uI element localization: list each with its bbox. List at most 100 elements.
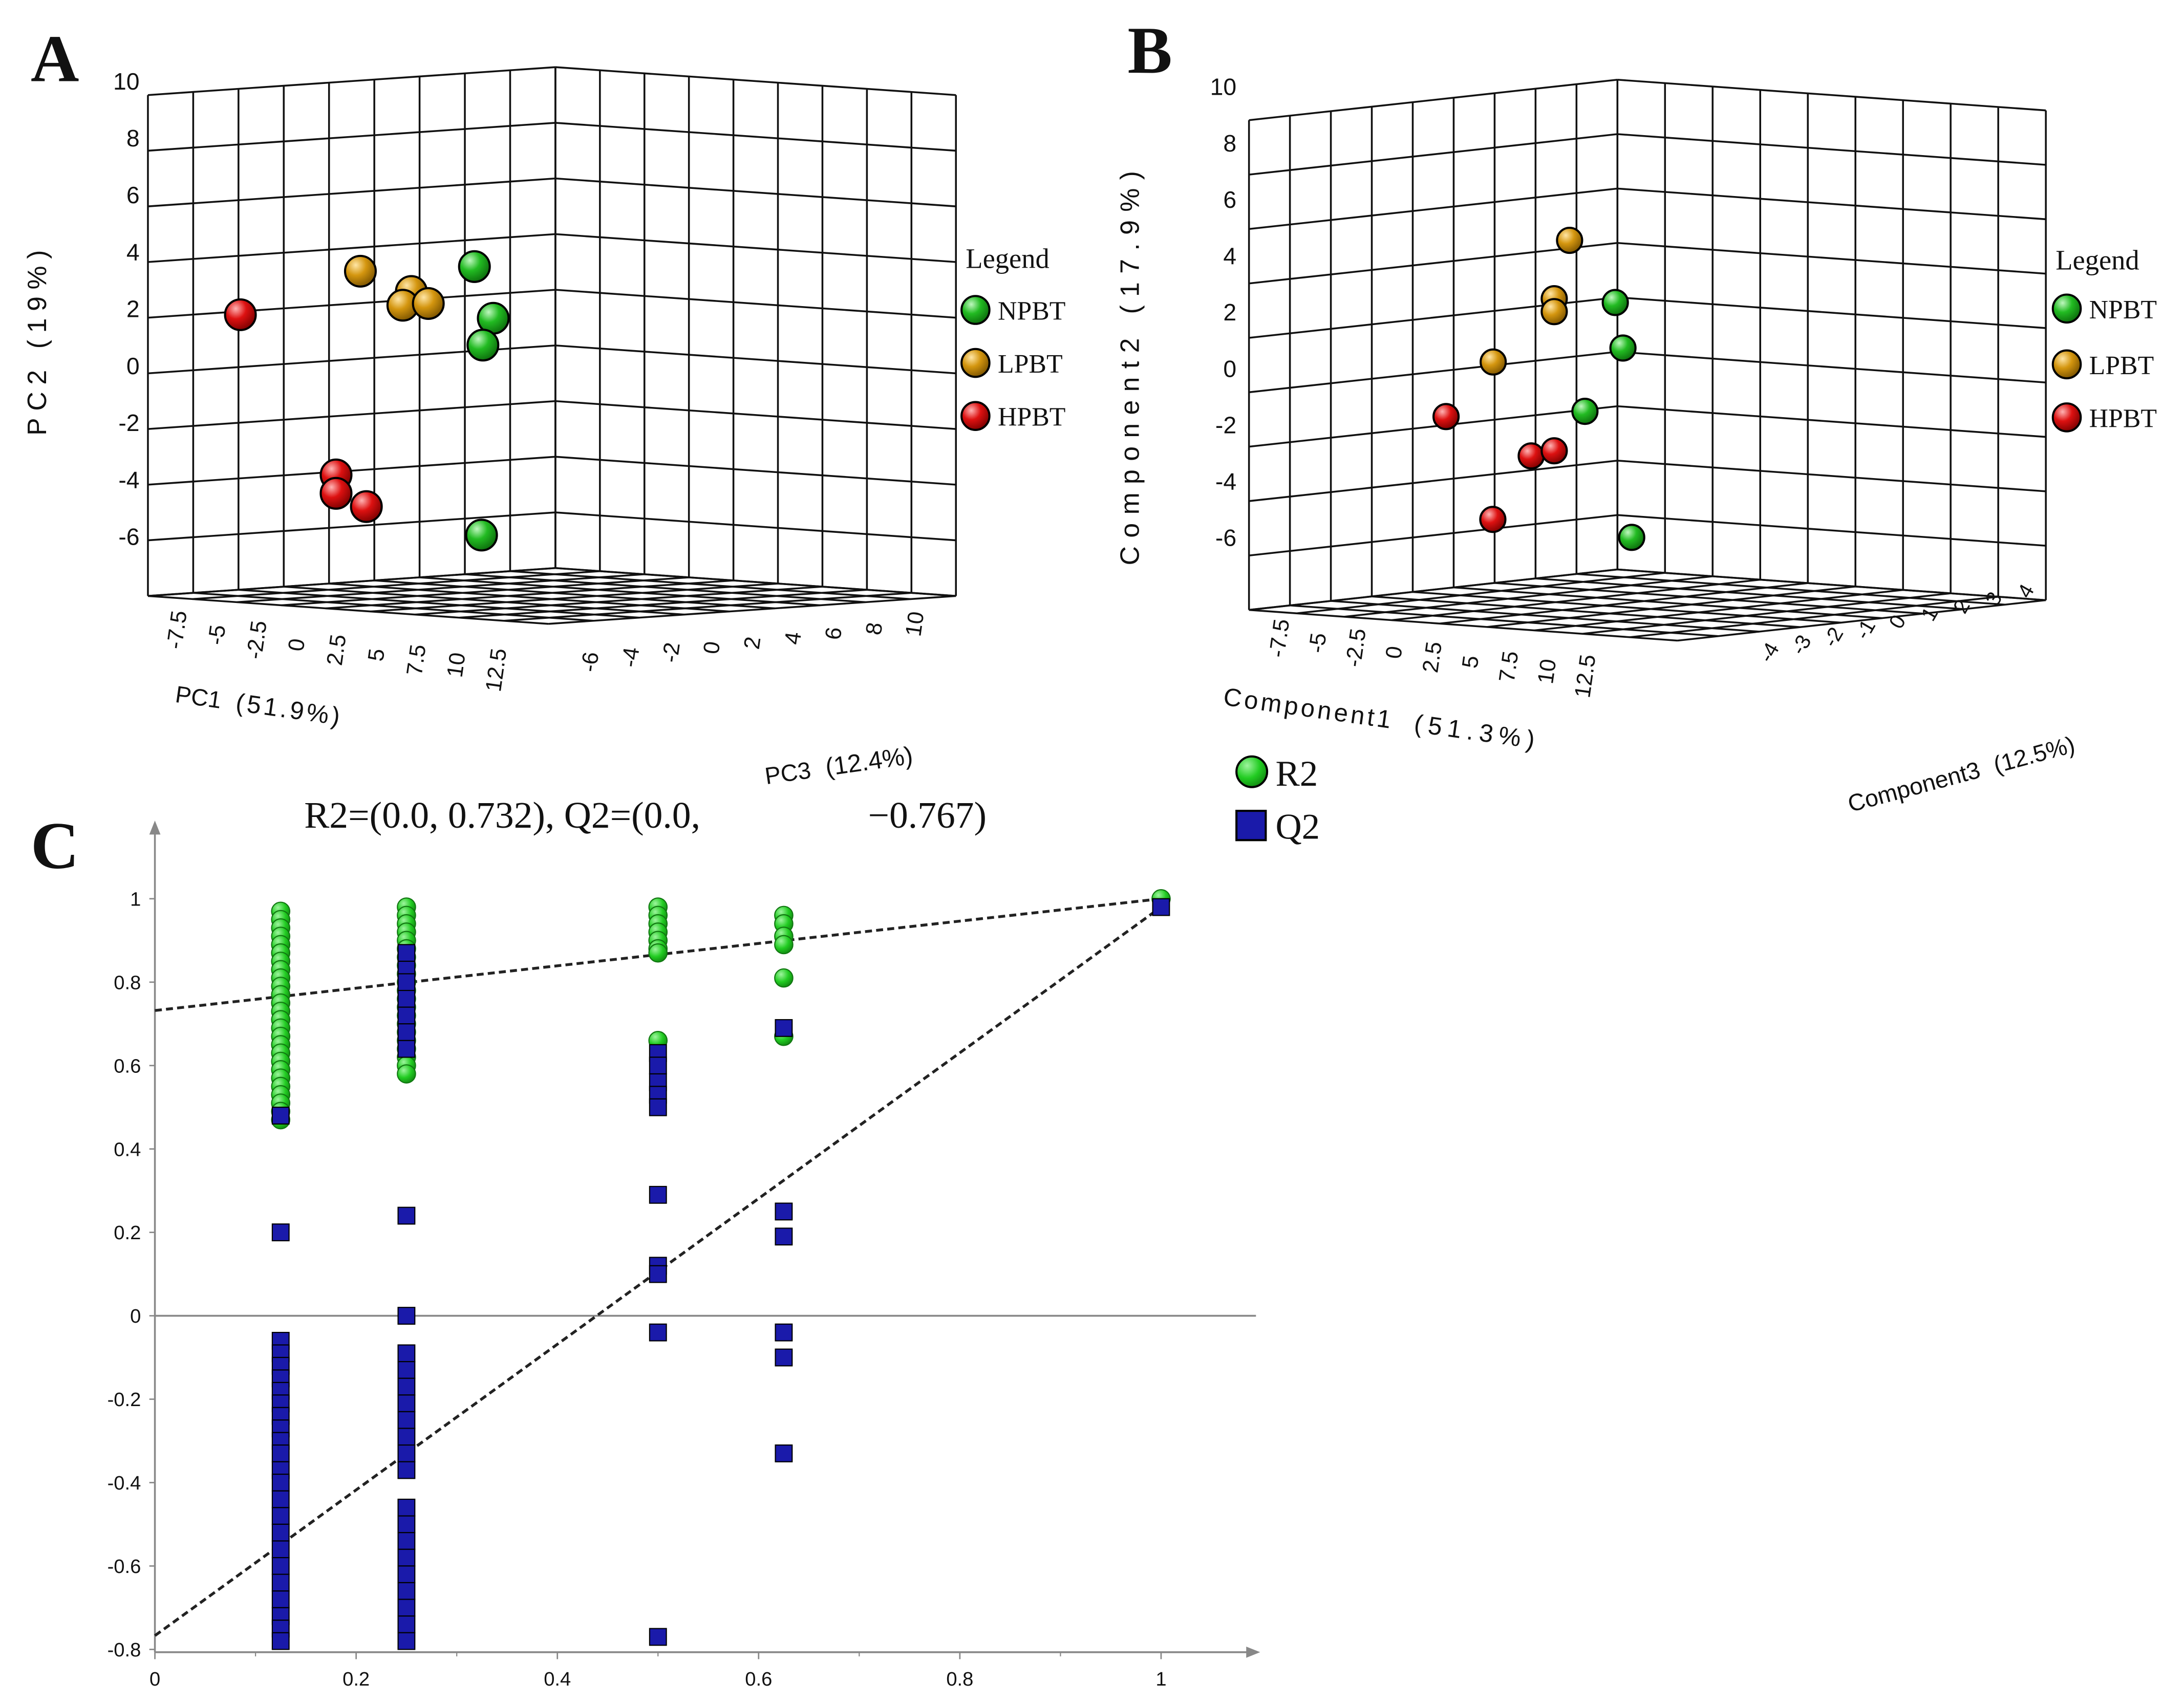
panel-b-x-label-main: Component1	[1222, 683, 1396, 734]
panel-a-z-label-pct: (12.4%)	[824, 742, 915, 781]
grid-line	[1617, 242, 2046, 275]
grid-line	[1617, 405, 2046, 438]
point-npbt	[1609, 334, 1637, 362]
q2-point	[397, 1377, 416, 1396]
q2-point	[271, 1632, 290, 1650]
r2-point	[397, 1064, 416, 1084]
grid-line	[147, 400, 556, 430]
q2-point	[397, 1361, 416, 1379]
grid-line	[147, 122, 556, 152]
x-tick-label: 2.5	[323, 633, 351, 667]
panel-a-legend-lpbt: LPBT	[998, 350, 1063, 379]
panel-b-legend-npbt-marker	[2051, 293, 2082, 324]
q2-point	[397, 1444, 416, 1462]
panel-b-legend-npbt: NPBT	[2089, 295, 2157, 325]
grid-line	[555, 511, 956, 542]
grid-line	[1630, 596, 1999, 638]
z-tick-label: -3	[1786, 631, 1816, 658]
point-npbt	[1618, 524, 1645, 551]
grid-line	[1249, 568, 1618, 611]
grid-line	[1391, 578, 1761, 621]
grid-line	[419, 576, 821, 607]
z-tick-label: 4	[780, 631, 806, 646]
x-tick-label: 0	[284, 637, 310, 653]
point-hpbt	[1517, 442, 1545, 470]
grid-line	[1249, 514, 1618, 557]
r2-point	[648, 943, 668, 963]
grid-line	[1453, 586, 1882, 619]
x-tick-label: 0.4	[544, 1668, 571, 1690]
y-tick-label: -4	[1215, 468, 1236, 495]
z-tick-label: -6	[576, 651, 604, 674]
q2-point	[397, 973, 416, 991]
panel-c: C R2=(0.0, 0.732), Q2=(0.0, −0.767) R2 Q…	[31, 754, 1320, 1690]
grid-line	[1249, 405, 1618, 448]
grid-line	[1249, 187, 1618, 230]
z-tick-label: 8	[862, 621, 888, 637]
y-tick-label: -0.2	[108, 1389, 141, 1411]
q2-point	[649, 1098, 667, 1116]
x-tick-label: 0	[1381, 644, 1407, 660]
q2-point	[397, 1515, 416, 1534]
panel-a-legend-npbt: NPBT	[998, 297, 1065, 326]
y-tick-label: -6	[118, 524, 139, 550]
grid-line	[555, 567, 956, 597]
q2-point	[397, 944, 416, 962]
point-lpbt	[1556, 226, 1583, 254]
z-tick-label: 2	[1949, 595, 1975, 617]
x-tick-label: -7.5	[162, 609, 192, 651]
grid-line	[1617, 78, 2046, 112]
panel-a-y-label: PC2 (19%)	[22, 243, 52, 436]
q2-point	[397, 1582, 416, 1600]
y-tick-label: 0.2	[114, 1222, 141, 1244]
panel-a-x-label-main: PC1	[174, 681, 223, 714]
panel-b-legend-lpbt-marker	[2051, 349, 2082, 380]
grid-line	[555, 456, 956, 486]
y-tick-label: 2	[126, 296, 140, 322]
q2-point	[397, 1344, 416, 1363]
grid-line	[1412, 591, 1842, 624]
panel-c-y-ticks: 1 0.8 0.6 0.4 0.2 0 -0.2 -0.4 -0.6 -0.8	[108, 888, 155, 1661]
panel-a-grid	[147, 66, 957, 625]
r2-point	[774, 935, 794, 955]
grid-line	[147, 595, 549, 625]
y-axis-arrow	[149, 821, 161, 835]
grid-line	[238, 589, 639, 619]
grid-line	[147, 177, 556, 207]
grid-line	[504, 592, 912, 622]
grid-line	[1617, 296, 2046, 329]
y-tick-label: -0.6	[108, 1556, 141, 1578]
grid-line	[1617, 460, 2046, 492]
point-hpbt	[224, 298, 257, 331]
point-lpbt	[1540, 298, 1568, 326]
panel-a-x-ticks: -7.5 -5 -2.5 0 2.5 5 7.5 10 12.5	[162, 609, 511, 693]
panel-b-legend: Legend NPBT LPBT HPBT	[2051, 244, 2157, 433]
grid-line	[1535, 577, 1964, 610]
q2-point	[775, 1444, 793, 1462]
panel-b-z-label-pct: (12.5%)	[1990, 731, 2078, 778]
q2-point	[271, 1590, 290, 1609]
grid-line	[1331, 600, 1760, 633]
grid-line	[374, 579, 775, 610]
point-npbt	[458, 250, 491, 283]
grid-line	[1249, 242, 1618, 285]
grid-line	[192, 570, 600, 600]
grid-line	[1494, 582, 1923, 615]
x-tick-label: 1	[1155, 1668, 1166, 1690]
panel-a-z-label: PC3 (12.4%)	[763, 742, 915, 790]
panel-b-legend-hpbt-marker	[2051, 402, 2082, 433]
z-tick-label: 2	[740, 635, 766, 651]
x-tick-label: 5	[363, 647, 390, 663]
q2-point	[649, 1185, 667, 1204]
panel-b-legend-lpbt: LPBT	[2089, 351, 2154, 380]
q2-point	[271, 1474, 290, 1492]
panel-label-c: C	[31, 809, 79, 883]
panel-label-b: B	[1128, 13, 1172, 88]
y-tick-label: 8	[1223, 130, 1236, 157]
grid-line	[1344, 575, 1713, 618]
grid-line	[1582, 592, 1951, 635]
x-tick-label: 0.2	[342, 1668, 370, 1690]
panel-a-legend-hpbt-marker	[960, 401, 991, 431]
q2-point	[397, 1632, 416, 1650]
panel-a-points	[224, 250, 510, 552]
